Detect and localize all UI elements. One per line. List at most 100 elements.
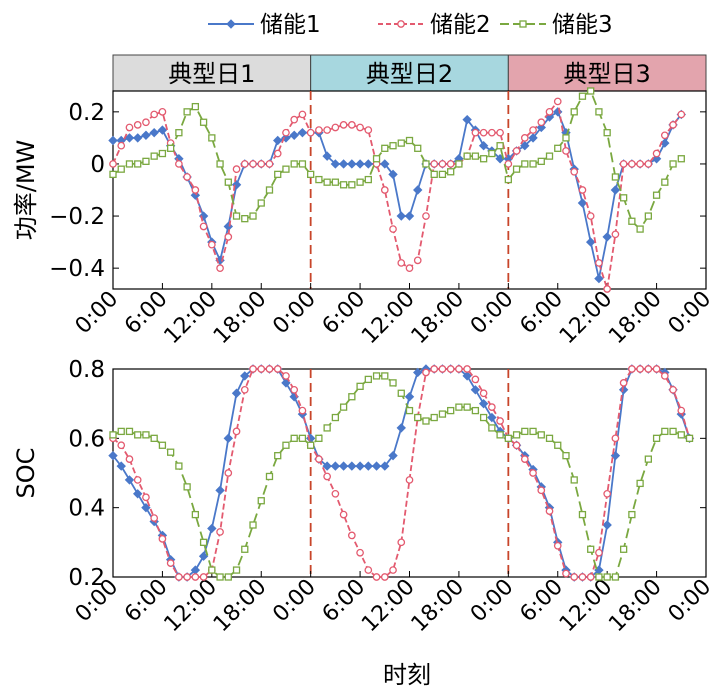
data-point-3: [661, 178, 669, 186]
data-point-3: [430, 413, 438, 422]
data-point-3: [619, 545, 628, 553]
data-point-2: [125, 123, 134, 132]
data-point-3: [447, 168, 455, 176]
data-point-2: [331, 489, 340, 498]
data-point-2: [636, 365, 644, 373]
x-tick-label: 12:00: [160, 575, 223, 638]
data-point-2: [669, 121, 677, 129]
data-point-1: [322, 151, 332, 161]
data-point-3: [488, 424, 496, 432]
data-point-3: [158, 149, 167, 158]
data-point-3: [422, 417, 430, 425]
data-point-2: [586, 573, 595, 581]
data-point-3: [274, 170, 282, 179]
band-3: [507, 54, 707, 92]
data-point-3: [537, 157, 545, 165]
data-point-3: [150, 152, 158, 160]
data-point-2: [422, 368, 430, 377]
data-point-3: [496, 431, 504, 439]
data-point-3: [570, 108, 578, 116]
data-point-1: [124, 475, 135, 485]
data-point-2: [586, 212, 595, 220]
data-point-2: [652, 149, 661, 158]
data-point-2: [553, 97, 562, 106]
data-point-3: [636, 225, 644, 233]
data-point-3: [562, 452, 570, 460]
data-point-3: [117, 165, 125, 173]
data-point-3: [257, 199, 265, 207]
data-point-3: [405, 136, 414, 145]
data-point-2: [347, 121, 356, 129]
data-point-2: [463, 365, 472, 373]
data-point-2: [224, 233, 233, 241]
data-point-3: [249, 521, 257, 529]
data-point-1: [207, 523, 217, 534]
y-tick-label: 0.8: [68, 357, 105, 383]
data-point-3: [504, 175, 512, 184]
data-point-2: [413, 256, 422, 265]
data-point-1: [380, 461, 390, 471]
data-point-3: [282, 441, 290, 449]
data-point-3: [364, 175, 372, 184]
data-point-2: [142, 118, 150, 127]
data-point-3: [199, 118, 208, 126]
data-point-2: [397, 259, 406, 267]
data-point-2: [265, 365, 274, 373]
data-point-3: [191, 510, 200, 519]
data-point-2: [677, 110, 686, 119]
data-point-1: [404, 392, 415, 402]
data-point-1: [478, 141, 489, 151]
data-point-3: [685, 434, 694, 442]
data-point-2: [537, 486, 546, 495]
data-point-2: [282, 128, 290, 137]
data-point-3: [167, 448, 175, 456]
data-point-2: [619, 160, 628, 168]
data-point-2: [117, 141, 126, 150]
data-point-2: [232, 427, 241, 436]
data-point-3: [208, 134, 216, 142]
data-point-3: [397, 139, 405, 147]
legend-marker-3: [519, 20, 527, 28]
data-point-2: [216, 264, 224, 273]
data-point-3: [323, 178, 331, 186]
x-tick-label: 12:00: [357, 287, 420, 350]
data-point-2: [430, 365, 439, 373]
data-point-2: [438, 365, 447, 373]
data-point-3: [512, 431, 521, 439]
data-point-2: [422, 212, 430, 220]
data-point-3: [175, 462, 183, 470]
data-point-1: [149, 127, 159, 138]
x-tick-label: 12:00: [160, 287, 223, 350]
data-point-3: [175, 129, 183, 137]
data-point-2: [397, 538, 406, 547]
data-point-3: [554, 441, 562, 449]
data-point-3: [471, 152, 480, 160]
data-point-3: [636, 479, 644, 488]
band-label-2: 典型日2: [366, 60, 453, 88]
data-point-3: [298, 160, 307, 168]
data-point-2: [183, 573, 191, 581]
data-point-3: [134, 431, 142, 439]
data-point-3: [232, 212, 241, 220]
data-point-1: [322, 461, 332, 471]
data-point-1: [297, 127, 308, 138]
x-tick-label: 0:00: [664, 287, 717, 340]
data-point-2: [512, 147, 521, 155]
data-point-3: [578, 510, 587, 519]
data-point-2: [562, 147, 570, 155]
data-point-3: [109, 170, 117, 179]
data-point-2: [133, 476, 142, 484]
data-point-1: [577, 198, 588, 208]
data-point-1: [141, 130, 151, 140]
data-point-2: [545, 107, 554, 116]
data-point-3: [183, 108, 191, 116]
data-point-2: [496, 128, 504, 137]
data-point-2: [257, 160, 266, 168]
x-tick-label: 18:00: [604, 287, 667, 350]
data-point-2: [315, 455, 323, 463]
data-point-2: [117, 441, 126, 450]
data-point-2: [166, 559, 175, 567]
data-point-3: [331, 413, 340, 422]
legend-label-2: 储能2: [430, 12, 491, 38]
data-point-3: [661, 427, 669, 436]
